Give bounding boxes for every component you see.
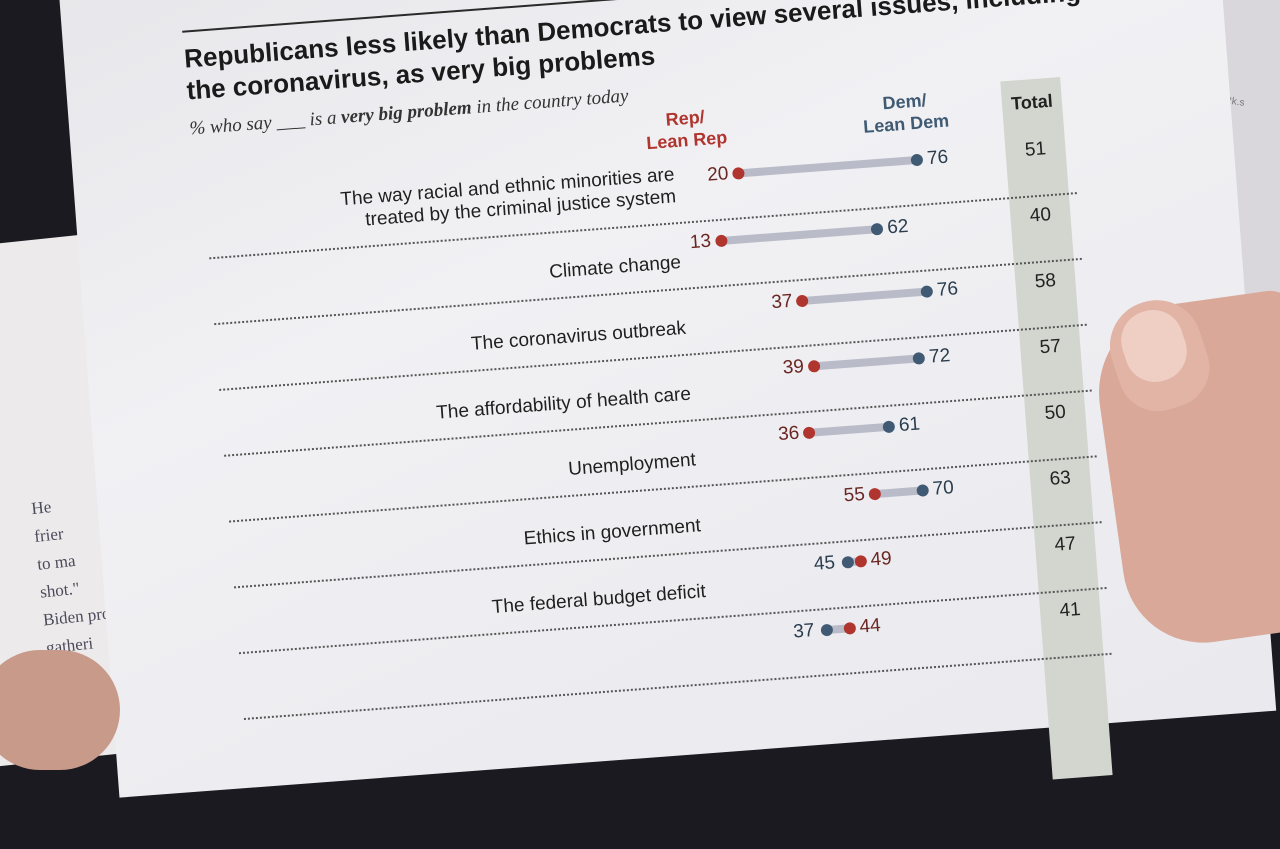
dem-dot [841, 555, 855, 569]
dem-dot [920, 285, 934, 299]
dem-dot [870, 222, 884, 236]
subtitle-prefix: % who say ___ is a [188, 107, 342, 140]
total-value: 47 [1053, 533, 1077, 556]
hand-bottom [0, 650, 120, 770]
dem-dot [820, 623, 834, 637]
rep-dot [854, 554, 868, 568]
subtitle-suffix: in the country today [470, 85, 630, 119]
row-plot: 44 37 [708, 605, 1029, 649]
rep-dot [802, 426, 816, 440]
total-value: 50 [1043, 401, 1067, 425]
rep-dot [843, 621, 857, 635]
rep-column-header: Rep/ Lean Rep [624, 103, 747, 156]
total-value: 51 [1024, 138, 1047, 161]
rep-value-label: 55 [842, 483, 866, 507]
row-plot: 36 61 [694, 408, 1015, 452]
total-value: 63 [1048, 467, 1072, 490]
rep-dot [796, 294, 809, 308]
rep-dot [868, 487, 882, 501]
row-plot: 20 76 [674, 144, 995, 188]
row-plot: 39 72 [689, 342, 1010, 386]
rep-value-label: 49 [869, 548, 893, 571]
dem-value-label: 76 [926, 146, 949, 170]
total-column-header: Total [1010, 90, 1054, 114]
row-label [293, 669, 712, 700]
dem-value-label: 37 [792, 620, 816, 643]
printed-chart-sheet: Republicans less likely than Democrats t… [55, 0, 1277, 798]
rep-value-label: 36 [777, 422, 801, 446]
rep-dot [731, 166, 745, 180]
row-plot: 37 76 [684, 276, 1005, 320]
dem-dot [882, 420, 896, 434]
dem-value-label: 72 [928, 345, 951, 368]
dem-value-label: 45 [813, 552, 836, 575]
rep-dot [807, 359, 821, 373]
gap-bar [738, 155, 918, 178]
gap-bar [808, 422, 890, 437]
rep-value-label: 39 [782, 356, 805, 379]
dem-value-label: 70 [931, 477, 955, 500]
rep-value-label: 13 [689, 230, 712, 254]
row-label-line [293, 669, 712, 700]
rep-value-label: 44 [858, 615, 882, 638]
total-value: 58 [1034, 269, 1057, 293]
dem-column-header: Dem/ Lean Dem [844, 86, 967, 139]
subtitle-emphasis: very big problem [340, 97, 473, 129]
dem-dot [910, 153, 924, 167]
row-plot: 55 70 [699, 473, 1020, 517]
dem-value-label: 76 [936, 278, 959, 301]
rep-dot [714, 234, 728, 248]
total-value: 57 [1038, 335, 1062, 359]
row-plot: 49 45 [704, 539, 1025, 583]
total-value: 41 [1058, 599, 1082, 622]
gap-bar [813, 354, 920, 371]
dem-value-label: 62 [886, 215, 910, 239]
dem-dot [916, 484, 930, 497]
total-value: 40 [1029, 204, 1052, 227]
gap-bar [802, 287, 928, 305]
dem-value-label: 61 [898, 413, 921, 437]
rep-value-label: 20 [706, 163, 730, 186]
rep-value-label: 37 [770, 290, 794, 314]
gap-bar [720, 225, 878, 245]
dem-dot [912, 351, 926, 365]
chart-content: Republicans less likely than Democrats t… [182, 0, 1136, 789]
gap-bar [874, 486, 924, 499]
row-separator [243, 652, 1112, 721]
row-plot: 13 62 [679, 210, 1000, 254]
